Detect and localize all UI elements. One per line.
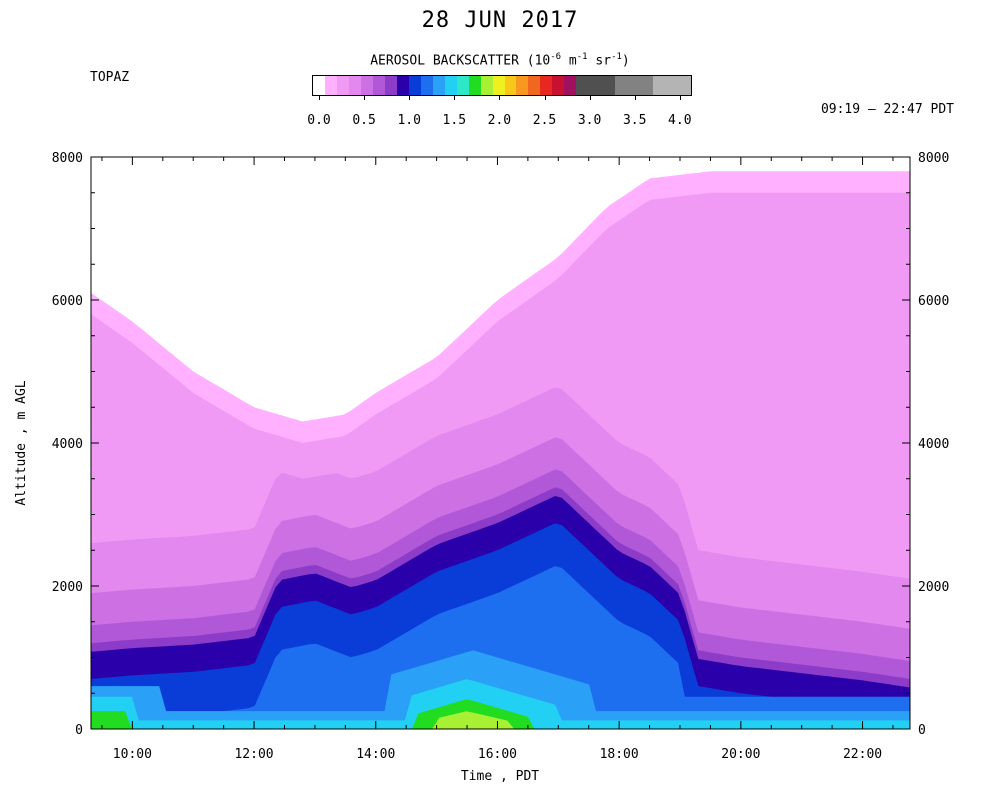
colorbar-swatch bbox=[408, 76, 421, 95]
colorbar-swatch bbox=[348, 76, 361, 95]
colorbar-swatch bbox=[528, 76, 541, 95]
y-tick-label: 4000 bbox=[52, 437, 83, 452]
time-range-label: 09:19 — 22:47 PDT bbox=[820, 102, 954, 117]
colorbar-title: AEROSOL BACKSCATTER (10-6 m-1 sr-1) bbox=[310, 52, 690, 68]
colorbar-tick-label: 1.0 bbox=[397, 113, 421, 128]
colorbar-swatch bbox=[384, 76, 397, 95]
colorbar-title-mid2: sr bbox=[587, 53, 612, 69]
colorbar-swatch bbox=[504, 76, 517, 95]
colorbar-swatch bbox=[444, 76, 457, 95]
colorbar-swatch bbox=[576, 76, 615, 95]
y-tick-label-right: 8000 bbox=[918, 151, 949, 166]
colorbar-title-exp2: -1 bbox=[576, 52, 588, 62]
colorbar-tick bbox=[499, 95, 501, 100]
y-tick-label: 2000 bbox=[52, 580, 83, 595]
colorbar-swatch bbox=[336, 76, 349, 95]
colorbar-swatch bbox=[456, 76, 469, 95]
colorbar-swatch bbox=[552, 76, 565, 95]
colorbar-tick bbox=[409, 95, 411, 100]
colorbar-swatch bbox=[372, 76, 385, 95]
x-tick-label: 20:00 bbox=[721, 747, 760, 762]
colorbar-swatch bbox=[432, 76, 445, 95]
colorbar-swatch bbox=[480, 76, 493, 95]
colorbar-tick-label: 4.0 bbox=[668, 113, 692, 128]
x-tick-label: 14:00 bbox=[356, 747, 395, 762]
colorbar-tick-label: 2.0 bbox=[487, 113, 512, 128]
y-tick-label-right: 6000 bbox=[918, 294, 949, 309]
heatmap-band-ml3 bbox=[91, 566, 910, 729]
site-label: TOPAZ bbox=[90, 70, 130, 85]
colorbar-tick-label: 0.0 bbox=[307, 113, 331, 128]
colorbar-title-main: AEROSOL BACKSCATTER (10 bbox=[370, 53, 551, 69]
colorbar bbox=[312, 75, 692, 96]
colorbar-swatch bbox=[614, 76, 653, 95]
colorbar-title-exp1: -6 bbox=[550, 52, 562, 62]
colorbar-tick bbox=[634, 95, 636, 100]
x-axis-label: Time , PDT bbox=[461, 769, 539, 784]
colorbar-tick-label: 2.5 bbox=[532, 113, 557, 128]
y-tick-label-right: 0 bbox=[918, 723, 926, 738]
colorbar-swatch bbox=[396, 76, 409, 95]
axes: 10:00 12:00 14:00 16:00 18:00 20:00 22:00 0 0 200… bbox=[52, 151, 950, 762]
colorbar-swatch bbox=[564, 76, 577, 95]
colorbar-tick-label: 3.5 bbox=[622, 113, 647, 128]
colorbar-swatch bbox=[516, 76, 529, 95]
colorbar-swatch bbox=[324, 76, 337, 95]
x-tick-label: 22:00 bbox=[843, 747, 882, 762]
colorbar-title-mid: m bbox=[561, 53, 577, 69]
colorbar-tick-label: 0.5 bbox=[352, 113, 376, 128]
y-axis-label: Altitude , m AGL bbox=[14, 380, 29, 505]
y-tick-label: 8000 bbox=[52, 151, 83, 166]
colorbar-tick-label: 3.0 bbox=[577, 113, 602, 128]
colorbar-tick bbox=[454, 95, 456, 100]
colorbar-swatch bbox=[652, 76, 692, 95]
heatmap-band-sfc3 bbox=[91, 699, 910, 729]
y-tick-label: 0 bbox=[75, 723, 83, 738]
y-tick-label: 6000 bbox=[52, 294, 83, 309]
colorbar-tick bbox=[544, 95, 546, 100]
colorbar-tick bbox=[589, 95, 591, 100]
heatmap-band-sfc2 bbox=[91, 679, 910, 729]
colorbar-title-end: ) bbox=[621, 53, 630, 69]
y-tick-label-right: 4000 bbox=[918, 437, 949, 452]
x-tick-label: 12:00 bbox=[234, 747, 273, 762]
heatmap-band-sfc4 bbox=[91, 711, 910, 729]
colorbar-swatch bbox=[360, 76, 373, 95]
colorbar-tick bbox=[319, 95, 320, 100]
colorbar-swatch bbox=[420, 76, 433, 95]
colorbar-swatch bbox=[313, 76, 325, 95]
colorbar-tick bbox=[364, 95, 366, 100]
colorbar-swatch bbox=[540, 76, 553, 95]
colorbar-tick-label: 1.5 bbox=[442, 113, 467, 128]
colorbar-swatch bbox=[468, 76, 481, 95]
y-tick-label-right: 2000 bbox=[918, 580, 949, 595]
chart-title: 28 JUN 2017 bbox=[421, 8, 579, 33]
x-tick-label: 18:00 bbox=[600, 747, 639, 762]
x-tick-label: 16:00 bbox=[478, 747, 517, 762]
colorbar-title-exp3: -1 bbox=[611, 52, 622, 62]
heatmap-area bbox=[91, 171, 910, 729]
colorbar-tick bbox=[679, 95, 681, 100]
colorbar-swatch bbox=[492, 76, 505, 95]
x-tick-label: 10:00 bbox=[113, 747, 152, 762]
